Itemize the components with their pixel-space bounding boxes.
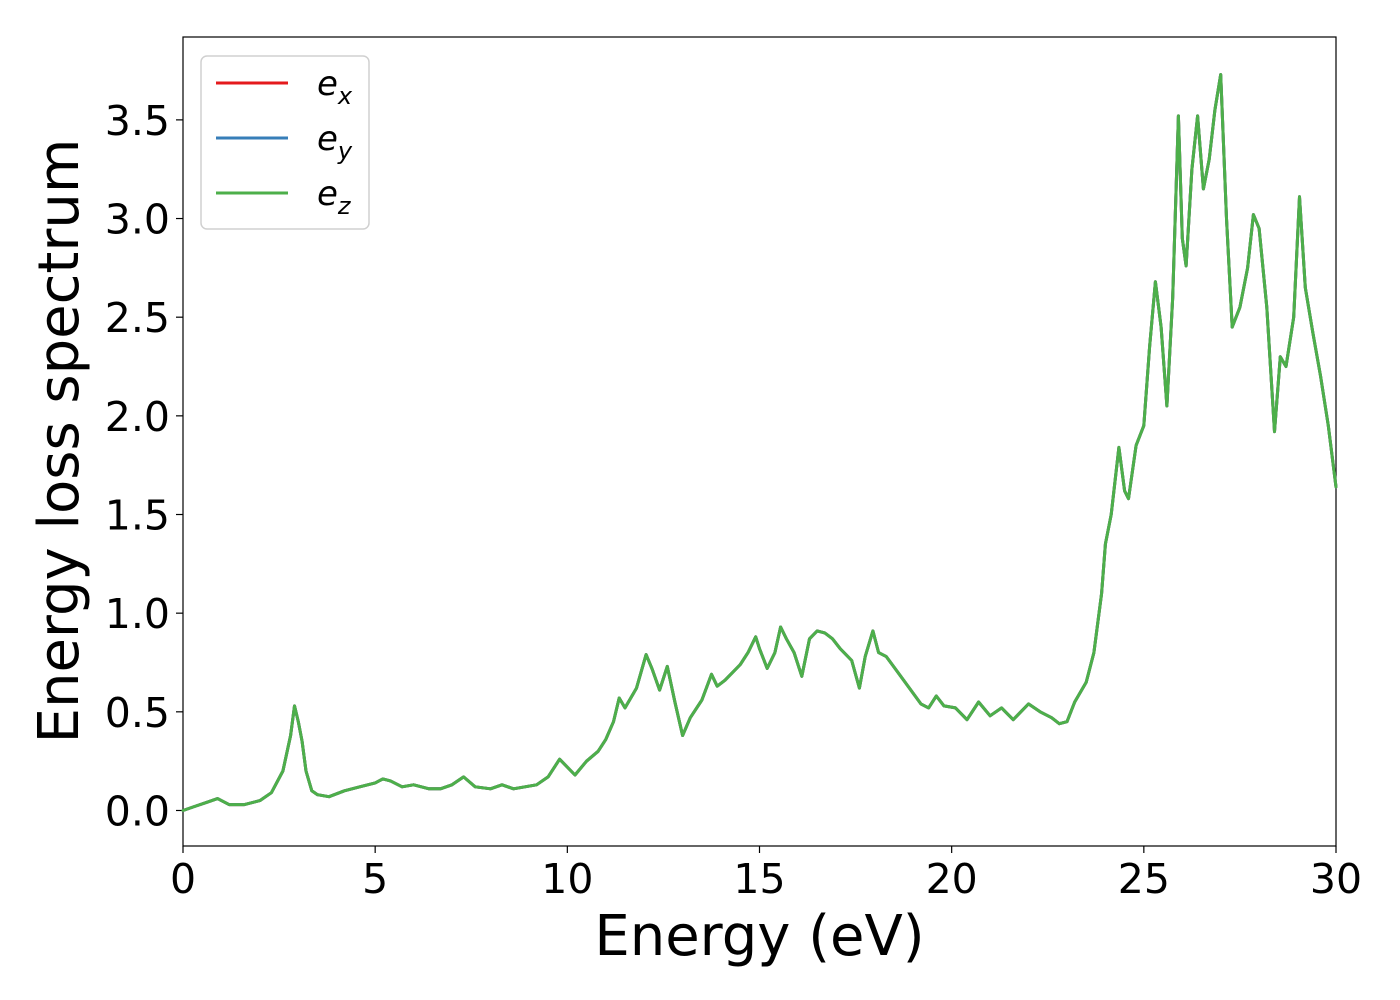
legend-label-ey: ey <box>317 119 353 165</box>
x-tick-label: 0 <box>170 855 196 903</box>
x-tick-label: 30 <box>1310 855 1362 903</box>
x-tick-label: 15 <box>733 855 785 903</box>
y-tick-label: 0.5 <box>105 689 170 737</box>
x-tick-label: 10 <box>541 855 593 903</box>
y-axis-ticks: 0.0 0.5 1.0 1.5 2.0 2.5 3.0 3.5 <box>105 97 183 835</box>
x-axis-ticks: 0 5 10 15 20 25 30 <box>170 846 1362 903</box>
legend-box <box>200 55 370 230</box>
y-tick-label: 1.5 <box>105 492 170 540</box>
x-tick-label: 25 <box>1118 855 1170 903</box>
x-tick-label: 20 <box>926 855 978 903</box>
y-tick-label: 0.0 <box>105 787 170 835</box>
y-tick-label: 2.5 <box>105 294 170 342</box>
x-axis-title: Energy (eV) <box>594 904 924 969</box>
y-tick-label: 2.0 <box>105 393 170 441</box>
legend-label-ez: ez <box>317 174 352 220</box>
legend-label-ex: ex <box>317 64 353 110</box>
series-line-ez <box>181 73 1338 812</box>
y-axis-title: Energy loss spectrum <box>27 139 92 744</box>
x-tick-label: 5 <box>362 855 388 903</box>
y-tick-label: 1.0 <box>105 590 170 638</box>
legend: ex ey ez <box>200 55 370 230</box>
y-tick-label: 3.5 <box>105 97 170 145</box>
series-lines <box>181 73 1338 812</box>
y-tick-label: 3.0 <box>105 196 170 244</box>
